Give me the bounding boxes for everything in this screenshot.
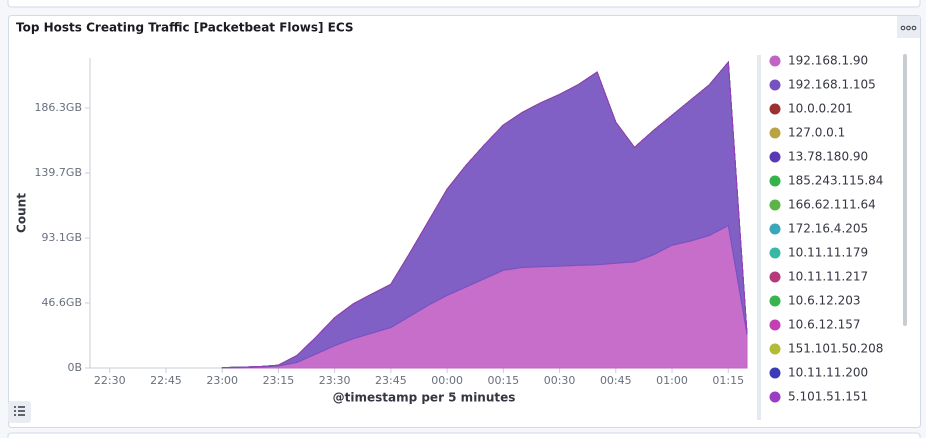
legend-dot <box>769 103 781 115</box>
legend-label: 192.168.1.105 <box>788 78 876 92</box>
y-tick-label: 139.7GB <box>34 166 82 179</box>
legend-label: 127.0.0.1 <box>788 126 845 140</box>
legend-dot <box>769 367 781 379</box>
y-tick-label: 0B <box>67 361 82 374</box>
legend-label: 13.78.180.90 <box>788 150 868 164</box>
panel-above <box>7 0 921 8</box>
x-axis-label: @timestamp per 5 minutes <box>333 391 516 405</box>
x-tick-label: 00:30 <box>544 374 576 387</box>
x-tick-label: 23:00 <box>206 374 238 387</box>
legend-toggle[interactable] <box>8 401 31 423</box>
legend-scrollbar[interactable] <box>903 54 907 326</box>
legend-label: 172.16.4.205 <box>788 222 868 236</box>
x-tick-label: 00:45 <box>600 374 632 387</box>
legend-toggle-button[interactable] <box>8 401 31 423</box>
panel-below <box>7 432 921 438</box>
legend-label: 185.243.115.84 <box>788 174 883 188</box>
legend-label: 10.6.12.203 <box>788 294 861 308</box>
y-tick-label: 46.6GB <box>41 296 82 309</box>
x-tick-label: 01:00 <box>656 374 688 387</box>
legend-dot <box>769 223 781 235</box>
y-axis-label: Count <box>15 193 29 233</box>
x-tick-label: 00:15 <box>487 374 519 387</box>
x-tick-label: 23:45 <box>375 374 407 387</box>
panel-menu[interactable] <box>897 16 920 38</box>
legend-label: 5.101.51.151 <box>788 390 868 404</box>
legend-dot <box>769 79 781 91</box>
legend-label: 10.11.11.217 <box>788 270 868 284</box>
x-tick-label: 23:30 <box>319 374 351 387</box>
legend-divider <box>757 55 761 420</box>
panel-title: Top Hosts Creating Traffic [Packetbeat F… <box>16 21 354 35</box>
legend-dot <box>769 199 781 211</box>
legend-toggle-icon <box>14 406 25 416</box>
legend-label: 10.11.11.179 <box>788 246 868 260</box>
x-tick-label: 00:00 <box>431 374 463 387</box>
legend-label: 192.168.1.90 <box>788 54 868 68</box>
menu-button[interactable] <box>897 16 920 38</box>
legend-label: 151.101.50.208 <box>788 342 883 356</box>
legend-dot <box>769 247 781 259</box>
y-tick-label: 186.3GB <box>34 101 82 114</box>
menu-dot <box>906 25 911 31</box>
legend-dot <box>769 55 781 67</box>
menu-dot <box>900 25 906 31</box>
legend-dot <box>769 271 781 283</box>
legend-label: 166.62.111.64 <box>788 198 876 212</box>
x-tick-label: 23:15 <box>263 374 295 387</box>
legend-dot <box>769 343 781 355</box>
x-tick-label: 22:45 <box>150 374 182 387</box>
legend-label: 10.11.11.200 <box>788 366 868 380</box>
x-tick-label: 01:15 <box>712 374 744 387</box>
legend-dot <box>769 127 781 139</box>
legend-dot <box>769 319 781 331</box>
legend-dot <box>769 151 781 163</box>
y-tick-label: 93.1GB <box>41 231 82 244</box>
legend-dot <box>769 295 781 307</box>
legend-dot <box>769 175 781 187</box>
x-tick-label: 22:30 <box>94 374 126 387</box>
legend-label: 10.0.0.201 <box>788 102 853 116</box>
legend-dot <box>769 391 781 403</box>
menu-dot <box>911 25 917 31</box>
legend-label: 10.6.12.157 <box>788 318 861 332</box>
area <box>222 61 748 369</box>
